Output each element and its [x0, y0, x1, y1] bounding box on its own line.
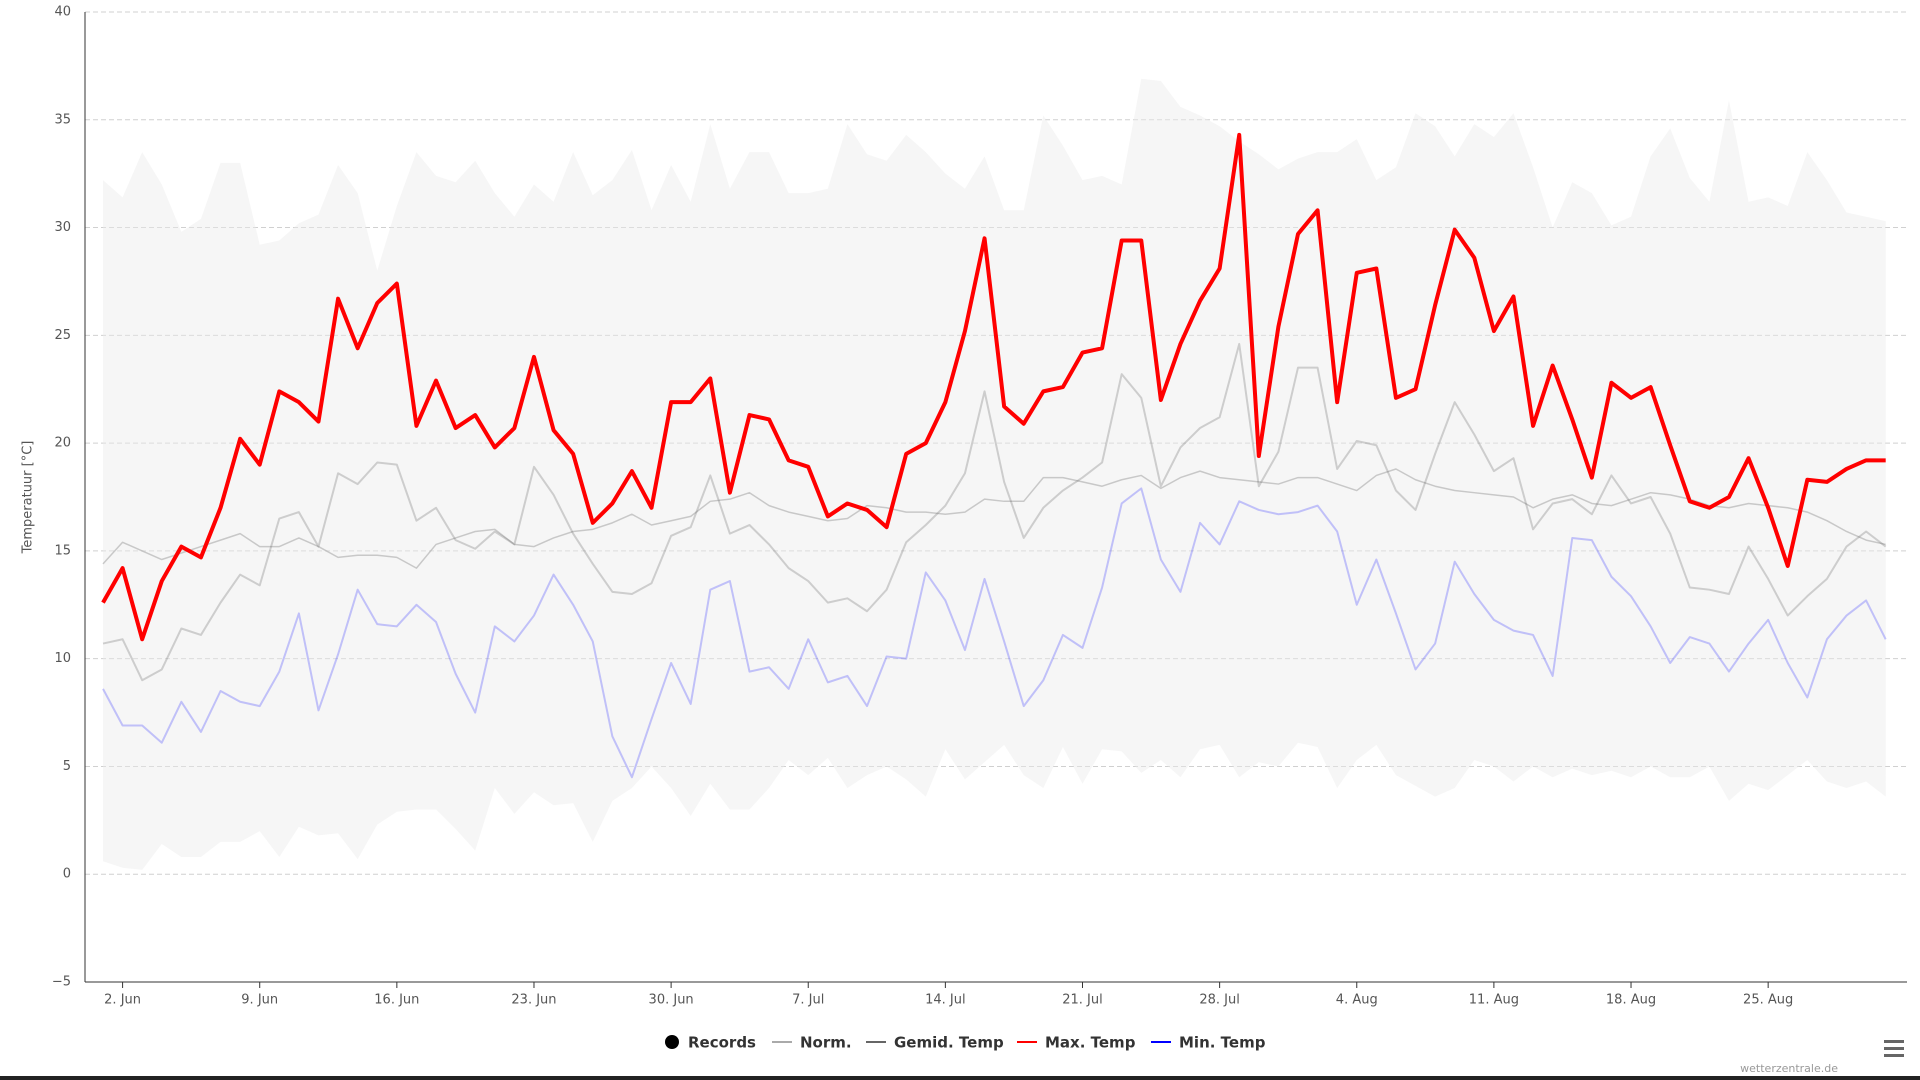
x-tick-label: 28. Jul: [1199, 993, 1240, 1008]
y-tick-label: 15: [54, 543, 71, 558]
legend-label: Records: [688, 1034, 756, 1052]
legend-label: Gemid. Temp: [894, 1034, 1004, 1052]
y-tick-label: 0: [63, 867, 71, 882]
legend-item[interactable]: Gemid. Temp: [866, 1034, 1004, 1052]
x-tick-label: 18. Aug: [1606, 993, 1656, 1008]
legend-symbol: [665, 1035, 679, 1049]
legend-item[interactable]: Min. Temp: [1151, 1034, 1266, 1052]
x-tick-label: 9. Jun: [241, 993, 278, 1008]
legend: Records Norm. Gemid. Temp Max. Temp Min. Tem…: [665, 1034, 1266, 1052]
x-tick-label: 23. Jun: [511, 993, 556, 1008]
y-tick-label: 10: [54, 651, 71, 666]
y-tick-label: 25: [54, 328, 71, 343]
series-line: [101, 132, 1886, 642]
menu-icon-bar[interactable]: [1884, 1047, 1904, 1050]
y-tick-label: 20: [54, 436, 71, 451]
x-tick-label: 2. Jun: [104, 993, 141, 1008]
y-tick-label: 35: [54, 112, 71, 127]
x-tick-label: 14. Jul: [925, 993, 966, 1008]
x-tick-label: 4. Aug: [1336, 993, 1378, 1008]
series-line: [102, 342, 1887, 682]
bottom-bar: [0, 1076, 1920, 1080]
y-tick-label: 40: [54, 5, 71, 20]
x-tick-label: 30. Jun: [649, 993, 694, 1008]
series-line: [102, 487, 1887, 779]
y-tick-label: 5: [63, 759, 71, 774]
legend-item[interactable]: Max. Temp: [1017, 1034, 1136, 1052]
menu-button[interactable]: [1884, 1040, 1904, 1057]
x-tick-label: 16. Jun: [374, 993, 419, 1008]
legend-item[interactable]: Norm.: [772, 1034, 852, 1052]
legend-item[interactable]: Records: [665, 1034, 756, 1052]
y-tick-label: −5: [52, 975, 71, 990]
menu-icon-bar[interactable]: [1884, 1040, 1904, 1043]
credit: wetterzentrale.de: [1740, 1062, 1838, 1075]
y-axis-label: Temperatuur [°C]: [21, 441, 36, 555]
x-tick-label: 25. Aug: [1743, 993, 1793, 1008]
series-line: [102, 468, 1886, 569]
legend-label: Max. Temp: [1045, 1034, 1136, 1052]
x-tick-label: 7. Jul: [792, 993, 824, 1008]
y-tick-label: 30: [54, 220, 71, 235]
menu-icon-bar[interactable]: [1884, 1054, 1904, 1057]
legend-label: Norm.: [800, 1034, 852, 1052]
records-area: [103, 78, 1886, 870]
legend-label: Min. Temp: [1179, 1034, 1266, 1052]
x-tick-label: 11. Aug: [1469, 993, 1519, 1008]
x-tick-label: 21. Jul: [1062, 993, 1103, 1008]
